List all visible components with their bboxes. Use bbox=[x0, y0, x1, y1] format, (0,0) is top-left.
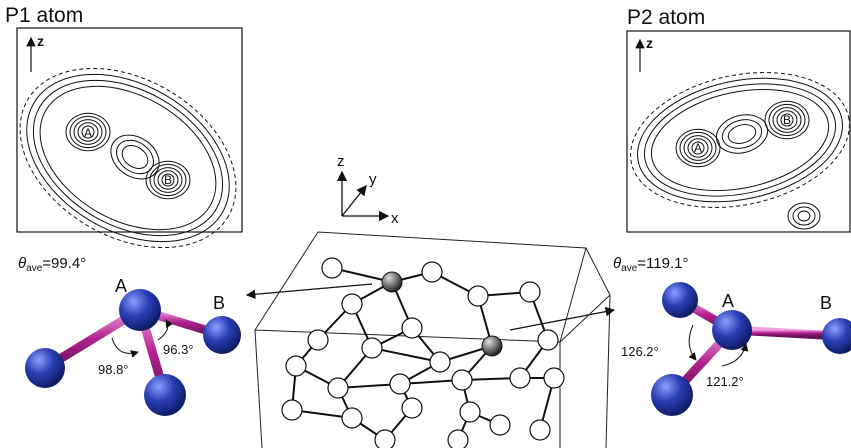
atom bbox=[342, 294, 362, 314]
atom bbox=[328, 378, 348, 398]
atom bbox=[308, 330, 328, 350]
pointer-arrow bbox=[247, 284, 372, 295]
crystal-structure bbox=[255, 232, 610, 448]
atom bbox=[144, 374, 186, 416]
theta-subscript: ave bbox=[26, 263, 43, 274]
contour-line bbox=[793, 207, 815, 225]
atom bbox=[375, 430, 395, 448]
atom bbox=[482, 336, 502, 356]
angle-label: 96.3° bbox=[163, 342, 194, 357]
contour-line bbox=[110, 133, 160, 180]
atom bbox=[538, 330, 558, 350]
contour-line bbox=[726, 122, 758, 147]
contour-line bbox=[712, 109, 772, 158]
atom bbox=[390, 374, 410, 394]
atom bbox=[490, 415, 510, 435]
contour-line bbox=[634, 67, 846, 212]
contour-line bbox=[0, 32, 268, 284]
axis-label: z bbox=[646, 35, 653, 51]
theta-symbol: θ bbox=[18, 255, 26, 272]
atom-label: B bbox=[820, 293, 832, 313]
axes-triad bbox=[342, 172, 388, 216]
atom bbox=[402, 318, 422, 338]
figure: P1 atom z A B θave=99.4° A B 98.8° 96.3°… bbox=[0, 0, 851, 448]
atom bbox=[402, 398, 422, 418]
atom bbox=[822, 318, 851, 354]
axis-label: z bbox=[337, 153, 345, 170]
molecule bbox=[25, 289, 241, 416]
axis-label: x bbox=[391, 210, 399, 227]
site-label: B bbox=[783, 113, 791, 127]
axis-label: z bbox=[37, 33, 44, 49]
axis-label: y bbox=[369, 171, 377, 188]
theta-label: θave=99.4° bbox=[18, 255, 86, 274]
atom bbox=[382, 272, 402, 292]
contour-line bbox=[626, 60, 851, 219]
contour-plot bbox=[618, 54, 851, 229]
site-label: A bbox=[84, 126, 92, 140]
panel-title: P2 atom bbox=[627, 6, 705, 29]
atom bbox=[452, 370, 472, 390]
theta-value: =99.4° bbox=[42, 255, 86, 272]
site-label: B bbox=[164, 173, 172, 187]
contour-line bbox=[798, 211, 810, 221]
atom-label: B bbox=[213, 293, 225, 313]
atom bbox=[520, 282, 540, 302]
atom bbox=[468, 286, 488, 306]
atom-label: A bbox=[115, 276, 127, 296]
theta-label: θave=119.1° bbox=[613, 255, 688, 274]
atom bbox=[362, 338, 382, 358]
theta-subscript: ave bbox=[621, 263, 638, 274]
atom-label: A bbox=[722, 291, 734, 311]
site-label: A bbox=[694, 141, 702, 155]
angle-arc bbox=[158, 320, 168, 340]
contour-line bbox=[642, 74, 838, 205]
angle-label: 98.8° bbox=[98, 362, 129, 377]
atom bbox=[530, 420, 550, 440]
atom bbox=[460, 402, 480, 422]
angle-arc bbox=[112, 338, 138, 353]
atom bbox=[322, 258, 342, 278]
angle-label: 121.2° bbox=[706, 374, 744, 389]
atom bbox=[422, 262, 442, 282]
atom bbox=[651, 374, 693, 416]
atom bbox=[286, 356, 306, 376]
panel-title: P1 atom bbox=[5, 4, 83, 27]
atom bbox=[342, 408, 362, 428]
contour-line bbox=[118, 141, 152, 173]
theta-value: =119.1° bbox=[637, 255, 688, 272]
atom bbox=[448, 430, 468, 448]
contour-line bbox=[6, 48, 250, 267]
atom bbox=[282, 400, 302, 420]
angle-label: 126.2° bbox=[621, 344, 659, 359]
angle-arc bbox=[689, 325, 696, 360]
atom bbox=[203, 316, 241, 354]
atom bbox=[662, 282, 698, 318]
contour-box bbox=[17, 28, 242, 232]
atom bbox=[25, 348, 65, 388]
contour-plot bbox=[0, 32, 268, 284]
atom bbox=[430, 352, 450, 372]
theta-symbol: θ bbox=[613, 255, 621, 272]
contour-box bbox=[627, 31, 850, 232]
pointer-arrow bbox=[510, 310, 614, 330]
atom bbox=[544, 368, 564, 388]
atom bbox=[510, 368, 530, 388]
